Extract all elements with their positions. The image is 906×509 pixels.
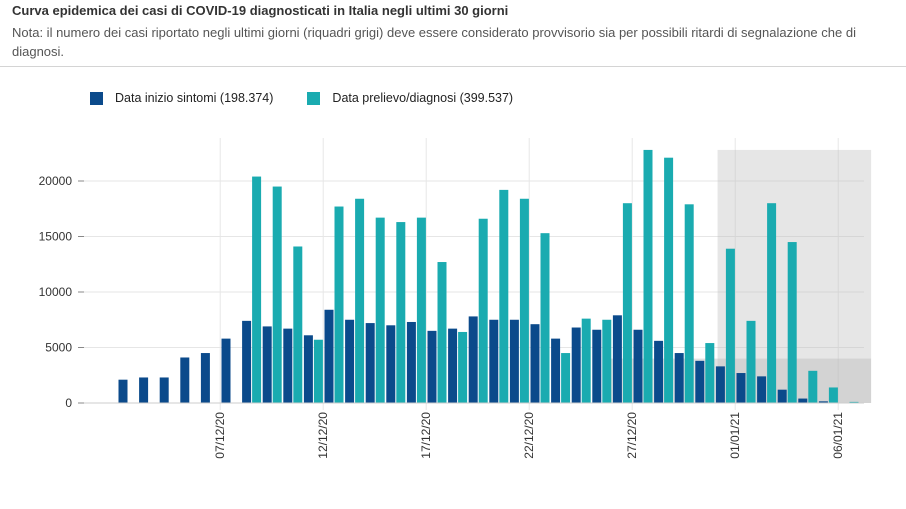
x-tick-label: 07/12/20 xyxy=(213,412,227,459)
bar-onset-16[interactable] xyxy=(448,328,458,403)
bar-onset-30[interactable] xyxy=(736,373,746,403)
chart-header: Curva epidemica dei casi di COVID-19 dia… xyxy=(0,0,906,67)
bar-diagnosis-14[interactable] xyxy=(416,217,426,403)
bar-onset-11[interactable] xyxy=(345,319,355,403)
bar-layer xyxy=(118,149,859,403)
bar-onset-18[interactable] xyxy=(489,319,499,403)
chart-note: Nota: il numero dei casi riportato negli… xyxy=(12,25,856,59)
bar-onset-13[interactable] xyxy=(386,325,396,403)
bar-diagnosis-24[interactable] xyxy=(622,203,632,403)
bar-onset-28[interactable] xyxy=(695,360,705,403)
y-tick-label: 10000 xyxy=(39,285,73,299)
bar-diagnosis-11[interactable] xyxy=(355,198,365,403)
epidemic-curve-chart: 0 5000 10000 15000 20000 07/12/20 12/12/20 17/1… xyxy=(39,138,872,459)
bar-onset-0[interactable] xyxy=(118,379,128,403)
bar-diagnosis-7[interactable] xyxy=(272,186,282,403)
bar-diagnosis-29[interactable] xyxy=(725,248,735,403)
bar-diagnosis-31[interactable] xyxy=(767,203,777,403)
bar-diagnosis-9[interactable] xyxy=(313,339,323,403)
bar-diagnosis-28[interactable] xyxy=(705,343,715,403)
bar-diagnosis-10[interactable] xyxy=(334,206,344,403)
bar-diagnosis-8[interactable] xyxy=(293,246,303,403)
bar-onset-31[interactable] xyxy=(757,376,767,403)
bar-onset-2[interactable] xyxy=(159,377,169,403)
bar-onset-5[interactable] xyxy=(221,338,231,403)
bar-diagnosis-30[interactable] xyxy=(746,320,756,403)
bar-onset-4[interactable] xyxy=(200,353,210,403)
bar-onset-32[interactable] xyxy=(777,389,787,403)
bar-onset-9[interactable] xyxy=(303,335,313,403)
bar-onset-19[interactable] xyxy=(509,319,519,403)
bar-diagnosis-32[interactable] xyxy=(787,242,797,403)
bar-diagnosis-19[interactable] xyxy=(519,198,529,403)
x-tick-label: 17/12/20 xyxy=(419,412,433,459)
axis-layer: 0 5000 10000 15000 20000 07/12/20 12/12/20 17/1… xyxy=(39,174,864,459)
x-tick-label: 27/12/20 xyxy=(625,412,639,459)
legend-label-onset: Data inizio sintomi (198.374) xyxy=(115,91,274,105)
x-tick-label: 22/12/20 xyxy=(522,412,536,459)
bar-diagnosis-34[interactable] xyxy=(828,387,838,403)
bar-diagnosis-6[interactable] xyxy=(252,176,262,403)
bar-diagnosis-18[interactable] xyxy=(499,189,509,403)
legend-label-diagnosis: Data prelievo/diagnosi (399.537) xyxy=(332,91,514,105)
chart-title: Curva epidemica dei casi di COVID-19 dia… xyxy=(12,3,509,18)
bar-diagnosis-16[interactable] xyxy=(458,331,468,403)
chart-legend: Data inizio sintomi (198.374) Data preli… xyxy=(90,89,547,107)
bar-onset-23[interactable] xyxy=(592,329,602,403)
y-tick-label: 0 xyxy=(65,396,72,410)
bar-onset-14[interactable] xyxy=(406,321,416,403)
bar-onset-25[interactable] xyxy=(633,329,643,403)
bar-onset-22[interactable] xyxy=(571,327,581,403)
bar-diagnosis-33[interactable] xyxy=(808,370,818,403)
y-tick-label: 15000 xyxy=(39,230,73,244)
bar-diagnosis-35[interactable] xyxy=(849,401,859,403)
bar-onset-7[interactable] xyxy=(262,326,272,403)
bar-diagnosis-20[interactable] xyxy=(540,233,550,403)
bar-onset-27[interactable] xyxy=(674,353,684,403)
legend-item-diagnosis[interactable]: Data prelievo/diagnosi (399.537) xyxy=(307,91,513,105)
bar-diagnosis-12[interactable] xyxy=(375,217,385,403)
x-tick-label: 01/01/21 xyxy=(728,412,742,459)
bar-diagnosis-23[interactable] xyxy=(602,319,612,403)
bar-onset-3[interactable] xyxy=(180,357,190,403)
bar-diagnosis-26[interactable] xyxy=(664,157,674,403)
bar-diagnosis-22[interactable] xyxy=(581,318,591,403)
bar-diagnosis-21[interactable] xyxy=(561,353,571,403)
bar-diagnosis-25[interactable] xyxy=(643,149,653,403)
legend-swatch-diagnosis xyxy=(307,91,321,105)
bar-onset-6[interactable] xyxy=(242,320,252,403)
bar-onset-21[interactable] xyxy=(551,338,561,403)
bar-onset-24[interactable] xyxy=(612,315,622,403)
grid-layer xyxy=(84,138,864,410)
bar-onset-15[interactable] xyxy=(427,330,437,403)
bar-onset-29[interactable] xyxy=(715,366,725,403)
bar-onset-1[interactable] xyxy=(139,377,149,403)
bar-onset-17[interactable] xyxy=(468,316,478,403)
bar-diagnosis-15[interactable] xyxy=(437,262,447,403)
bar-diagnosis-17[interactable] xyxy=(478,218,488,403)
legend-item-onset[interactable]: Data inizio sintomi (198.374) xyxy=(90,91,273,105)
bar-diagnosis-27[interactable] xyxy=(684,204,694,403)
bar-onset-33[interactable] xyxy=(798,398,808,403)
bar-diagnosis-13[interactable] xyxy=(396,222,406,403)
bar-onset-20[interactable] xyxy=(530,324,540,403)
legend-swatch-onset xyxy=(90,91,103,105)
bar-onset-8[interactable] xyxy=(283,328,293,403)
bar-onset-12[interactable] xyxy=(365,323,375,403)
x-tick-label: 06/01/21 xyxy=(831,412,845,459)
y-tick-label: 20000 xyxy=(39,174,73,188)
bar-onset-34[interactable] xyxy=(818,401,828,403)
bar-onset-26[interactable] xyxy=(654,340,664,403)
x-tick-label: 12/12/20 xyxy=(316,412,330,459)
bar-onset-10[interactable] xyxy=(324,309,334,403)
y-tick-label: 5000 xyxy=(45,341,72,355)
